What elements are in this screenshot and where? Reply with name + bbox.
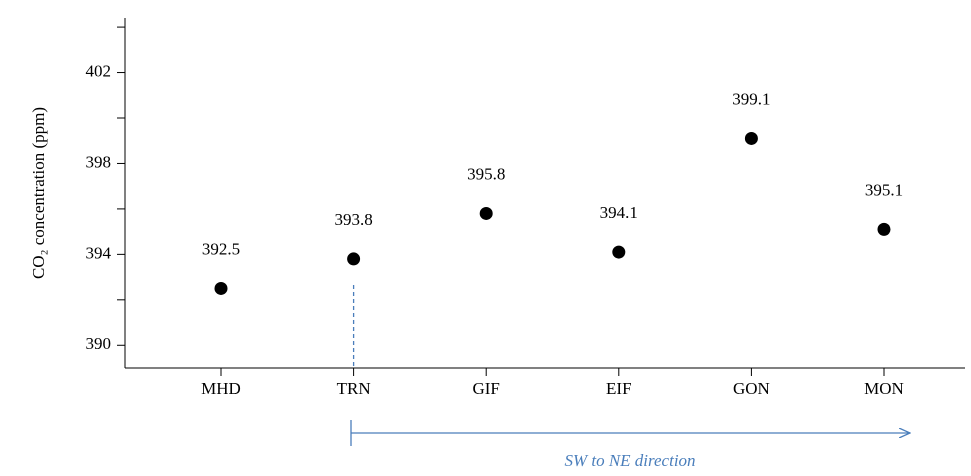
- point: [744, 131, 758, 145]
- data-label: 395.8: [467, 164, 505, 183]
- x-tick-label: TRN: [337, 379, 371, 398]
- data-label: 392.5: [202, 239, 240, 258]
- point: [612, 245, 626, 259]
- y-tick-label: 394: [86, 243, 112, 262]
- y-axis-label: CO₂ concentration (ppm): [29, 107, 48, 279]
- x-tick-label: EIF: [606, 379, 632, 398]
- x-tick-label: GIF: [472, 379, 499, 398]
- point: [347, 252, 361, 266]
- x-tick-label: GON: [733, 379, 770, 398]
- point: [877, 222, 891, 236]
- data-label: 395.1: [865, 180, 903, 199]
- point: [479, 206, 493, 220]
- data-label: 399.1: [732, 89, 770, 108]
- data-label: 393.8: [334, 210, 372, 229]
- y-tick-label: 402: [86, 61, 112, 80]
- y-tick-label: 398: [86, 152, 112, 171]
- point: [214, 281, 228, 295]
- x-tick-label: MON: [864, 379, 904, 398]
- x-tick-label: MHD: [201, 379, 241, 398]
- annotation: SW to NE direction: [564, 451, 695, 470]
- data-label: 394.1: [600, 203, 638, 222]
- y-tick-label: 390: [86, 334, 112, 353]
